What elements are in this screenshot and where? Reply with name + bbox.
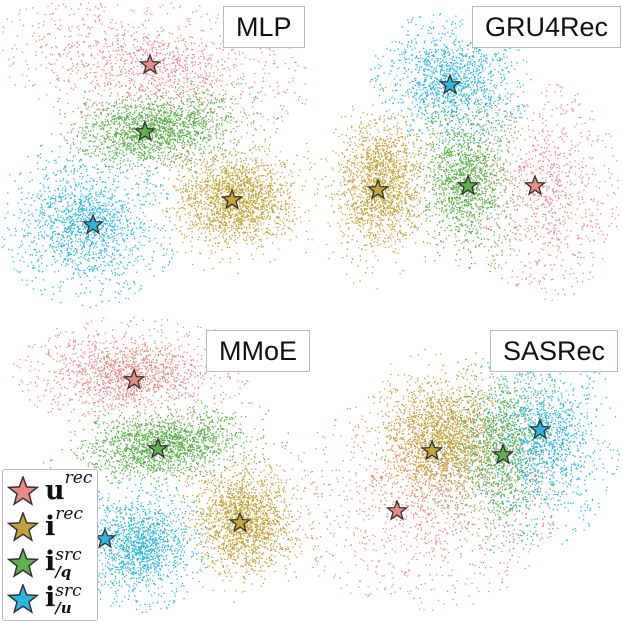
legend-star-item-src-q	[7, 548, 39, 578]
star-icon	[7, 548, 39, 578]
legend-star-item-src-u	[7, 584, 39, 614]
centroid-star-user-rec	[385, 499, 409, 521]
panel-sasrec	[285, 335, 620, 611]
centroid-star-item-rec	[366, 178, 390, 200]
legend-item-item-src-u: i src/u	[3, 582, 97, 618]
panel-title-gru4rec: GRU4Rec	[472, 6, 622, 48]
star-icon	[7, 512, 39, 542]
legend-item-user-rec: urec	[3, 468, 97, 510]
legend: urec irec i src/q i src/u	[2, 468, 98, 621]
centroid-star-item-rec	[220, 188, 244, 210]
centroid-star-item-src-u	[81, 213, 105, 235]
panel-gru4rec	[314, 13, 619, 301]
star-icon	[7, 476, 39, 506]
point-cluster-user-rec	[285, 389, 555, 611]
points-item-src-q	[404, 81, 528, 273]
centroid-star-item-src-q	[456, 174, 480, 196]
legend-star-item-rec	[7, 512, 39, 542]
centroid-star-user-rec	[138, 53, 162, 75]
panel-title-sasrec: SASRec	[490, 330, 619, 372]
point-cluster-user-rec	[12, 316, 249, 428]
point-cluster-item-src-q	[404, 81, 528, 273]
points-item-src-u	[472, 335, 620, 547]
panel-mlp	[1, 2, 335, 308]
centroid-star-user-rec	[122, 368, 146, 390]
centroid-star-item-src-q	[491, 443, 515, 465]
legend-label: i src/u	[45, 581, 82, 617]
centroid-star-item-src-q	[133, 120, 157, 142]
centroid-star-item-src-u	[438, 73, 462, 95]
points-user-rec	[12, 316, 249, 428]
centroid-star-user-rec	[523, 174, 547, 196]
centroid-star-item-src-u	[93, 527, 117, 549]
centroid-star-item-rec	[228, 511, 252, 533]
centroid-star-item-src-q	[146, 437, 170, 459]
panel-mmoe	[12, 316, 327, 613]
point-cluster-item-src-u	[472, 335, 620, 547]
legend-label: i src/q	[45, 545, 82, 581]
centroid-star-item-rec	[420, 439, 444, 461]
point-cluster-user-rec	[471, 83, 619, 301]
legend-item-item-rec: irec	[3, 504, 97, 546]
star-icon	[7, 584, 39, 614]
point-cluster-item-src-q	[42, 394, 289, 496]
legend-label: urec	[45, 468, 93, 506]
legend-star-user-rec	[7, 476, 39, 506]
points-user-rec	[285, 389, 555, 611]
legend-item-item-src-q: i src/q	[3, 546, 97, 582]
panel-title-mlp: MLP	[223, 6, 305, 48]
centroid-star-item-src-u	[528, 418, 552, 440]
legend-label: irec	[45, 504, 83, 542]
points-user-rec	[471, 83, 619, 301]
panel-title-mmoe: MMoE	[206, 330, 311, 372]
points-item-src-q	[42, 394, 289, 496]
